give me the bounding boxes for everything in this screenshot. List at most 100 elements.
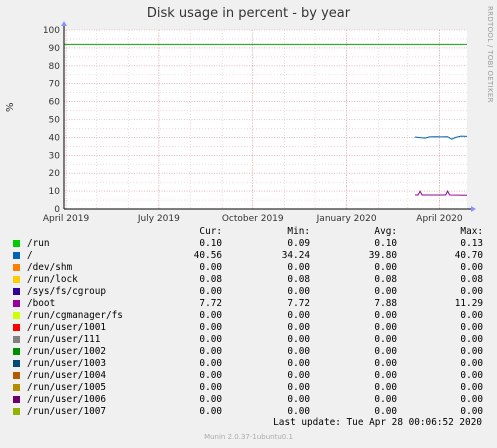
legend-cur: 0.10 [199, 238, 222, 249]
legend-swatch [13, 240, 20, 247]
legend-max: 0.00 [460, 334, 483, 345]
legend-cur: 0.00 [199, 382, 222, 393]
legend-swatch [13, 408, 20, 415]
legend-row: /run 0.10 0.09 0.10 0.13 [0, 238, 497, 250]
legend-swatch [13, 360, 20, 367]
legend-min: 0.00 [287, 334, 310, 345]
x-tick-label: October 2019 [222, 214, 284, 224]
legend-swatch [13, 300, 20, 307]
x-axis-arrow-icon [471, 206, 476, 212]
legend-max: 0.00 [460, 406, 483, 417]
legend-cur: 7.72 [199, 298, 222, 309]
x-tick-label: January 2020 [316, 214, 377, 224]
y-tick-label: 90 [49, 44, 61, 54]
legend-swatch [13, 312, 20, 319]
legend-max: 0.00 [460, 382, 483, 393]
legend-swatch [13, 384, 20, 391]
legend-min: 0.00 [287, 394, 310, 405]
legend-avg: 0.00 [374, 370, 397, 381]
legend-row: /run/user/1002 0.00 0.00 0.00 0.00 [0, 346, 497, 358]
legend-cur: 0.00 [199, 370, 222, 381]
legend-min: 34.24 [281, 250, 310, 261]
legend-avg: 0.00 [374, 286, 397, 297]
legend-row: /run/user/1005 0.00 0.00 0.00 0.00 [0, 382, 497, 394]
legend-name: /run/user/111 [27, 334, 101, 345]
legend-min: 0.00 [287, 382, 310, 393]
x-tick-label: April 2019 [43, 214, 90, 224]
legend-avg: 0.00 [374, 310, 397, 321]
legend-max: 0.00 [460, 262, 483, 273]
series-line [415, 190, 468, 196]
x-tick-label: April 2020 [416, 214, 463, 224]
legend-row: /run/user/1001 0.00 0.00 0.00 0.00 [0, 322, 497, 334]
legend-max: 11.29 [454, 298, 483, 309]
legend-row: /run/user/1007 0.00 0.00 0.00 0.00 [0, 406, 497, 418]
legend-avg: 0.00 [374, 406, 397, 417]
legend-row: /run/user/111 0.00 0.00 0.00 0.00 [0, 334, 497, 346]
legend-cur: 0.00 [199, 358, 222, 369]
legend-swatch [13, 372, 20, 379]
legend-min: 0.09 [287, 238, 310, 249]
chart-title: Disk usage in percent - by year [146, 6, 351, 21]
legend-avg: 0.00 [374, 346, 397, 357]
legend-name: /run [27, 238, 50, 249]
legend-cur: 40.56 [193, 250, 222, 261]
legend-cur: 0.00 [199, 262, 222, 273]
legend-avg: 0.00 [374, 322, 397, 333]
last-update: Last update: Tue Apr 28 00:06:52 2020 [273, 417, 482, 428]
legend-avg: 0.08 [374, 274, 397, 285]
y-tick-label: 100 [43, 26, 60, 36]
legend-name: /run/user/1007 [27, 406, 107, 417]
legend-name: /run/cgmanager/fs [27, 310, 123, 321]
y-tick-label: 10 [49, 187, 61, 197]
legend-swatch [13, 264, 20, 271]
legend-swatch [13, 288, 20, 295]
legend-cur: 0.00 [199, 346, 222, 357]
legend-min: 0.00 [287, 286, 310, 297]
header-max: Max: [460, 226, 483, 237]
legend-swatch [13, 252, 20, 259]
y-tick-label: 20 [49, 169, 61, 179]
legend-name: /run/user/1003 [27, 358, 107, 369]
legend-row: / 40.56 34.24 39.80 40.70 [0, 250, 497, 262]
legend-min: 0.00 [287, 322, 310, 333]
legend-avg: 0.00 [374, 382, 397, 393]
legend-name: /run/user/1004 [27, 370, 107, 381]
legend-swatch [13, 336, 20, 343]
legend-cur: 0.00 [199, 406, 222, 417]
legend-max: 40.70 [454, 250, 483, 261]
legend-row: /boot 7.72 7.72 7.88 11.29 [0, 298, 497, 310]
legend-cur: 0.00 [199, 334, 222, 345]
legend-row: /run/user/1003 0.00 0.00 0.00 0.00 [0, 358, 497, 370]
y-tick-label: 80 [49, 62, 61, 72]
legend-swatch [13, 348, 20, 355]
legend-name: / [27, 250, 33, 261]
legend-max: 0.13 [460, 238, 483, 249]
y-tick-label: 70 [49, 80, 61, 90]
legend-row: /run/user/1006 0.00 0.00 0.00 0.00 [0, 394, 497, 406]
legend-max: 0.00 [460, 394, 483, 405]
legend-name: /run/lock [27, 274, 78, 285]
legend-swatch [13, 324, 20, 331]
legend-avg: 0.00 [374, 358, 397, 369]
header-avg: Avg: [374, 226, 397, 237]
legend-avg: 0.00 [374, 394, 397, 405]
legend-row: /dev/shm 0.00 0.00 0.00 0.00 [0, 262, 497, 274]
header-cur: Cur: [199, 226, 222, 237]
legend-cur: 0.08 [199, 274, 222, 285]
legend-max: 0.00 [460, 322, 483, 333]
legend-min: 0.00 [287, 310, 310, 321]
y-axis-arrow-icon [61, 21, 67, 26]
legend-min: 0.00 [287, 346, 310, 357]
rrdtool-watermark: RRDTOOL / TOBI OETIKER [486, 6, 494, 103]
legend-max: 0.08 [460, 274, 483, 285]
legend-max: 0.00 [460, 358, 483, 369]
legend-min: 0.08 [287, 274, 310, 285]
y-tick-label: 60 [49, 98, 61, 108]
legend-max: 0.00 [460, 310, 483, 321]
legend-name: /sys/fs/cgroup [27, 286, 107, 297]
legend-name: /boot [27, 298, 56, 309]
legend-cur: 0.00 [199, 394, 222, 405]
legend-name: /run/user/1002 [27, 346, 107, 357]
